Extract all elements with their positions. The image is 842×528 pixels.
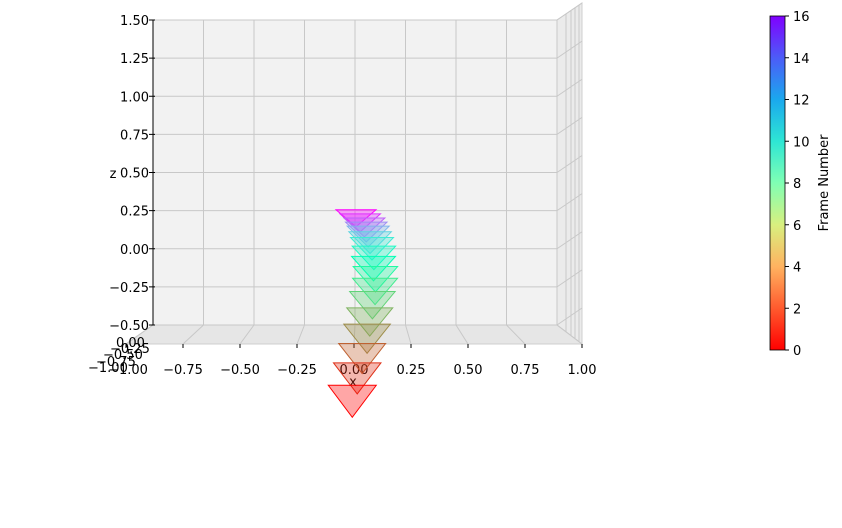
colorbar-tick-label: 14 [793, 52, 810, 67]
colorbar-ticks: 0 2 4 6 8 10 12 14 16 [785, 10, 810, 359]
frame-marker [351, 245, 397, 271]
z-axis-label: z [110, 167, 117, 182]
svg-text:−1.00: −1.00 [88, 361, 128, 376]
z-tick-label: 1.25 [120, 52, 149, 67]
frame-marker [327, 384, 378, 419]
x-tick-label: −0.50 [220, 363, 260, 378]
side-grid-line [556, 155, 583, 173]
side-grid-line [556, 307, 583, 326]
side-grid-line [556, 269, 583, 288]
floor-grid-line [405, 324, 412, 345]
frame-markers [327, 209, 399, 419]
x-tick-label: −1.00 [108, 363, 148, 378]
colorbar-tick-label: 8 [793, 177, 801, 192]
frame-marker [342, 323, 392, 355]
colorbar-tick-label: 12 [793, 94, 810, 109]
floor-grid-line [506, 324, 526, 345]
floor-grid-line [296, 324, 305, 345]
side-grid-line [556, 193, 583, 212]
z-tick-label: 0.00 [120, 243, 149, 258]
side-grid-line [556, 78, 583, 97]
frame-marker [345, 307, 394, 337]
side-grid-line [556, 116, 583, 135]
svg-text:−0.75: −0.75 [96, 355, 136, 370]
frame-marker [348, 291, 397, 320]
frame-marker [342, 217, 387, 238]
grid-lines [125, 2, 583, 345]
colorbar-tick-label: 2 [793, 302, 801, 317]
frame-marker [337, 342, 387, 375]
colorbar-tick-label: 0 [793, 344, 801, 359]
colorbar-tick-label: 4 [793, 261, 801, 276]
colorbar-tick-label: 16 [793, 10, 810, 25]
z-tick-label: −0.25 [109, 281, 149, 296]
colorbar: 0 2 4 6 8 10 12 14 16 Frame Number [769, 10, 832, 359]
z-tick-label: 1.00 [120, 90, 149, 105]
side-pane [556, 2, 583, 346]
floor-grid-line [455, 324, 469, 345]
floor-grid-line [556, 324, 583, 345]
x-tick-label: −0.25 [277, 363, 317, 378]
colorbar-tick-label: 6 [793, 219, 801, 234]
side-grid-line [556, 40, 583, 59]
frame-marker [349, 236, 395, 261]
z-tick-label: 0.50 [120, 167, 149, 182]
floor-grid-line [125, 324, 154, 345]
colorbar-tick-label: 10 [793, 135, 810, 150]
frame-marker [352, 266, 399, 293]
svg-text:−0.25: −0.25 [110, 342, 150, 357]
z-tick-label: 0.75 [120, 128, 149, 143]
side-grid-line [556, 231, 583, 250]
x-tick-label: 0.75 [511, 363, 540, 378]
x-axis-label: x [349, 375, 357, 390]
x-axis-ticks: −1.00 −0.75 −0.50 −0.25 0.00 0.25 0.50 0.75 1.00 [108, 344, 596, 378]
colorbar-gradient [769, 15, 786, 351]
svg-text:0.00: 0.00 [116, 336, 145, 351]
x-tick-label: 0.50 [454, 363, 483, 378]
x-tick-label: −0.75 [163, 363, 203, 378]
svg-text:−0.50: −0.50 [103, 348, 143, 363]
x-tick-label: 1.00 [568, 363, 597, 378]
z-tick-label: 1.50 [120, 14, 149, 29]
floor-grid-line [239, 324, 255, 345]
z-tick-label: 0.25 [120, 205, 149, 220]
floor-grid-line [182, 324, 204, 345]
z-tick-label: −0.50 [109, 319, 149, 334]
side-grid-line [556, 2, 583, 21]
x-tick-label: 0.25 [397, 363, 426, 378]
y-axis-ticks-cluster: −1.00 −0.75 −0.50 −0.25 0.00 [88, 336, 150, 376]
x-tick-label: 0.00 [340, 363, 369, 378]
axes-3d: −0.50−0.250.000.250.500.751.001.251.50 −… [88, 2, 596, 390]
floor-grid-line [353, 324, 356, 345]
z-axis-ticks: −0.50 −0.25 0.00 0.25 0.50 0.75 1.00 1.25 1.50 [109, 14, 155, 334]
colorbar-label: Frame Number [817, 134, 832, 232]
frame-marker [332, 362, 382, 395]
frame-marker [350, 255, 397, 282]
